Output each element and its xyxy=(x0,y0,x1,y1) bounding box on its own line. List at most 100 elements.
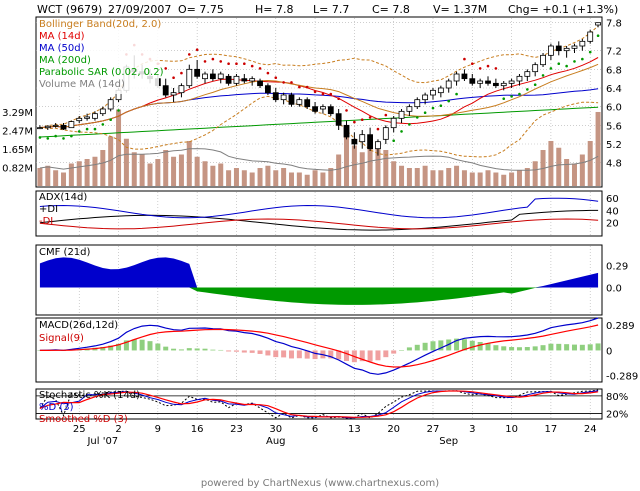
volume-bar xyxy=(446,168,452,186)
volume-bar xyxy=(430,170,436,186)
sar-dot xyxy=(109,118,112,122)
candle-body xyxy=(107,99,114,110)
x-month-label: Aug xyxy=(266,436,286,447)
adx-tick-label: 60 xyxy=(606,194,619,205)
candle-body xyxy=(532,64,539,73)
macd-histogram-bar xyxy=(383,350,389,358)
candle-body xyxy=(398,110,405,119)
candle-body xyxy=(461,73,468,80)
stoch-tick-label: 20% xyxy=(606,410,628,421)
macd-line xyxy=(39,317,599,375)
candle-body xyxy=(209,73,216,80)
x-day-label: 25 xyxy=(73,424,86,435)
sar-dot xyxy=(518,92,521,96)
stoch-title: Stochastic %K (14d) xyxy=(39,390,140,401)
volume-bar xyxy=(233,168,239,186)
sar-dot xyxy=(510,95,513,98)
x-day-label: 17 xyxy=(545,424,558,435)
cmf-negative-area xyxy=(39,287,599,305)
sar-dot xyxy=(211,57,215,61)
sar-dot xyxy=(93,127,97,131)
candle-body xyxy=(367,134,373,150)
candle-body xyxy=(587,31,594,42)
candle-body xyxy=(390,117,397,129)
sar-dot xyxy=(282,81,285,84)
volume-bar xyxy=(587,141,593,186)
macd-histogram-bar xyxy=(501,346,507,351)
candle-body xyxy=(233,75,240,84)
macd-histogram-bar xyxy=(163,346,169,351)
volume-bar xyxy=(469,172,475,186)
volume-bar xyxy=(359,152,365,186)
candle-body xyxy=(343,124,350,138)
macd-histogram-bar xyxy=(532,346,538,351)
sar-dot xyxy=(557,62,561,66)
candle-body xyxy=(202,73,208,80)
price-tick-label: 7.2 xyxy=(606,47,622,58)
sar-dot xyxy=(431,106,435,110)
volume-bar xyxy=(493,172,499,186)
volume-bar xyxy=(579,154,585,186)
candle-body xyxy=(414,99,421,108)
macd-histogram-bar xyxy=(524,347,530,351)
sar-dot xyxy=(70,134,73,138)
bollinger-lower-line xyxy=(39,95,599,158)
volume-bar xyxy=(202,161,208,186)
volume-bar xyxy=(422,165,428,186)
adx-title: ADX(14d) xyxy=(39,192,87,203)
candle-body xyxy=(445,80,452,89)
macd-title: MACD(26d,12d) xyxy=(39,320,118,331)
volume-bar xyxy=(383,150,389,186)
macd-histogram-bar xyxy=(556,343,562,351)
volume-bar xyxy=(92,156,98,186)
x-day-label: 27 xyxy=(427,424,440,435)
price-tick-label: 6.0 xyxy=(606,103,622,114)
price-tick-label: 7.8 xyxy=(606,19,622,30)
sar-dot xyxy=(195,48,199,52)
volume-bar xyxy=(548,141,554,186)
price-tick-label: 4.8 xyxy=(606,159,622,170)
sar-dot xyxy=(38,136,42,139)
volume-bar xyxy=(414,168,420,186)
candle-body xyxy=(327,106,334,115)
macd-histogram-bar xyxy=(265,350,271,356)
sar-dot xyxy=(101,123,105,126)
adx-panel xyxy=(35,190,603,237)
cmf-tick-label: 0.0 xyxy=(606,284,622,295)
macd-histogram-bar xyxy=(108,345,114,351)
candle-body xyxy=(162,85,169,96)
macd-histogram-bar xyxy=(281,350,287,358)
volume-bar xyxy=(131,152,137,186)
x-day-label: 10 xyxy=(505,424,518,435)
candle-body xyxy=(99,108,106,115)
adx-minus-label: -DI xyxy=(39,216,53,227)
sar-dot xyxy=(392,139,395,143)
candle-body xyxy=(422,94,429,101)
volume-bar xyxy=(375,147,381,186)
volume-bar xyxy=(241,170,247,186)
open-label: O= 7.75 xyxy=(178,3,224,16)
candle-body xyxy=(524,71,531,77)
x-day-label: 3 xyxy=(469,424,475,435)
volume-bar xyxy=(123,138,129,186)
legend-sar: Parabolic SAR (0.02, 0.2) xyxy=(39,67,164,78)
volume-bar xyxy=(501,174,507,186)
candle-body xyxy=(485,80,491,84)
candle-body xyxy=(241,78,248,82)
candle-body xyxy=(320,106,326,110)
volume-bar xyxy=(226,170,232,186)
macd-histogram-bar xyxy=(367,350,373,362)
volume-bar xyxy=(296,172,302,186)
volume-bar xyxy=(249,172,255,186)
macd-histogram-bar xyxy=(469,340,475,351)
candle-body xyxy=(508,80,515,84)
adx-plus-label: +DI xyxy=(39,204,58,215)
macd-histogram-bar xyxy=(587,344,593,351)
cmf-positive-area xyxy=(39,257,599,288)
price-tick-label: 5.2 xyxy=(606,140,622,151)
sar-dot xyxy=(235,62,238,66)
macd-histogram-bar xyxy=(454,338,460,351)
volume-bar xyxy=(399,165,405,186)
price-tick-label: 6.8 xyxy=(606,65,622,76)
volume-bar xyxy=(312,170,318,186)
